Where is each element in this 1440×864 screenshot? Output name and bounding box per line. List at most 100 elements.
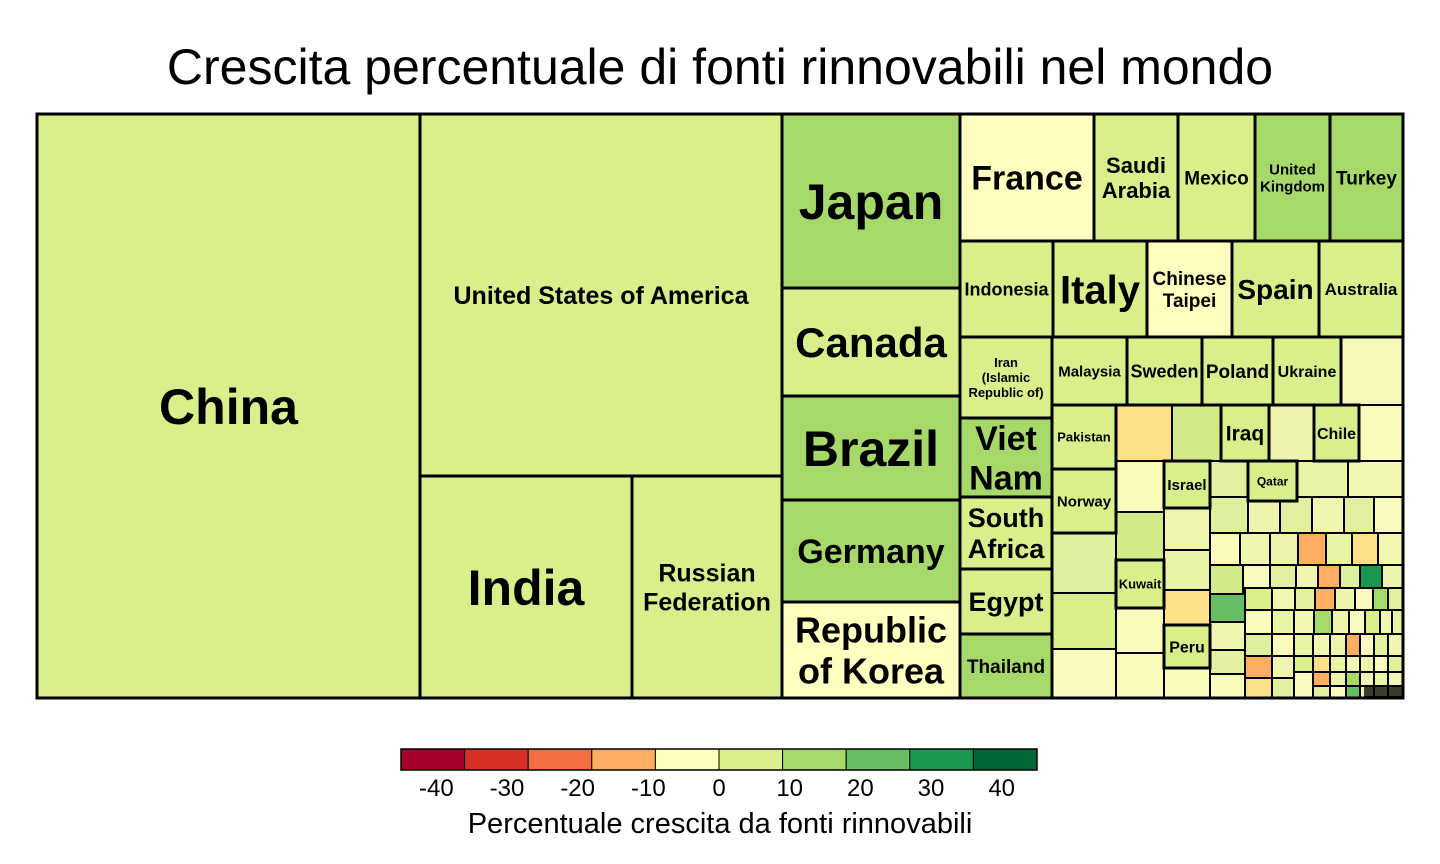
treemap-tile-small — [1242, 564, 1271, 589]
tile-label: Mexico — [1184, 168, 1248, 189]
treemap-tile-small — [1345, 671, 1361, 687]
legend-tick-label: 0 — [712, 775, 725, 802]
treemap-tile-small — [1359, 655, 1375, 673]
legend-tick-label: 20 — [847, 775, 874, 802]
treemap-tile-france: France — [958, 112, 1096, 243]
treemap-tile-small — [1268, 404, 1315, 462]
treemap-tile-brazil: Brazil — [780, 394, 962, 502]
treemap-tile-small — [1115, 460, 1165, 513]
treemap-tile-small — [1359, 671, 1375, 687]
tile-label: Brazil — [803, 421, 939, 477]
tile-rect — [35, 112, 422, 700]
tile-label: United States of America — [454, 282, 750, 310]
plot-border — [35, 112, 1405, 700]
tile-label: Japan — [799, 174, 944, 230]
legend-title: Percentuale crescita da fonti rinnovabil… — [467, 808, 973, 840]
tile-label: Ukraine — [1278, 364, 1337, 381]
treemap-tile-iraq: Iraq — [1219, 403, 1271, 463]
treemap-tile-small — [1373, 671, 1389, 687]
treemap-tile-ukraine: Ukraine — [1271, 335, 1343, 407]
treemap-tile-small — [1244, 609, 1273, 635]
legend-swatch — [591, 748, 656, 771]
treemap-tile-canada: Canada — [780, 286, 962, 398]
treemap-tile-thailand: Thailand — [958, 632, 1054, 700]
treemap-tile-peru: Peru — [1162, 623, 1212, 670]
tile-label: United Kingdom — [1260, 161, 1325, 195]
treemap-tile-egypt: Egypt — [958, 567, 1054, 636]
treemap-tile-small — [1209, 673, 1246, 699]
tile-label: Poland — [1206, 362, 1269, 383]
legend-swatch — [909, 748, 974, 771]
treemap-tile-small — [1373, 633, 1389, 657]
legend-tick-label: 30 — [918, 775, 945, 802]
treemap-tile-russian-federation: Russian Federation — [630, 474, 784, 700]
treemap-tile-small — [1209, 564, 1244, 595]
treemap-tile-small — [1314, 587, 1336, 611]
legend-tick-label: -40 — [419, 775, 454, 802]
treemap-tile-small — [1317, 564, 1341, 589]
tile-rect — [1312, 403, 1361, 463]
tile-rect — [958, 112, 1096, 243]
treemap-tile-small — [1312, 633, 1331, 657]
treemap-tile-small — [1377, 532, 1404, 566]
treemap-tile-small — [1311, 496, 1345, 534]
treemap-tile-small — [1209, 532, 1241, 566]
legend-swatch — [527, 748, 593, 771]
legend-swatch — [464, 748, 529, 771]
tile-label: Russian Federation — [643, 560, 771, 617]
treemap-tile-small — [1269, 532, 1299, 566]
treemap-tile-small — [1163, 589, 1211, 626]
tile-rect — [1050, 335, 1129, 407]
treemap-tile-small — [1209, 496, 1249, 534]
treemap-tile-israel: Israel — [1162, 459, 1212, 510]
tile-rect — [1219, 403, 1271, 463]
legend-swatch — [400, 748, 466, 771]
tile-label: Qatar — [1257, 474, 1289, 488]
treemap-tile-small — [1329, 655, 1347, 673]
treemap-tile-small — [1387, 671, 1404, 687]
treemap-tile-small — [1372, 587, 1389, 611]
treemap-tile-chinese-taipei: Chinese Taipei — [1145, 239, 1234, 339]
tile-rect — [1050, 467, 1118, 535]
treemap-tile-small — [1163, 667, 1211, 699]
treemap-tile-sweden: Sweden — [1125, 335, 1204, 407]
treemap-tile-small — [1295, 564, 1319, 589]
treemap-tile-pakistan: Pakistan — [1050, 403, 1118, 471]
tile-label: Viet Nam — [969, 420, 1043, 497]
tile-rect — [780, 112, 962, 290]
tile-label: Germany — [797, 533, 944, 571]
treemap-tile-small — [1115, 607, 1165, 654]
tile-rect — [1092, 112, 1180, 243]
tile-label: South Africa — [968, 503, 1046, 564]
legend-swatch — [654, 748, 720, 771]
legend-tick-label: -30 — [490, 775, 525, 802]
treemap-tile-small — [1329, 671, 1347, 687]
tile-label: Iraq — [1226, 423, 1265, 446]
tile-rect — [958, 632, 1054, 700]
treemap-tile-small — [1329, 633, 1347, 657]
treemap-tile-small — [1373, 655, 1389, 673]
treemap-tile-small — [1271, 587, 1296, 611]
tile-label: Indonesia — [964, 279, 1049, 299]
tile-label: Egypt — [968, 587, 1043, 617]
treemap-tile-small — [1387, 655, 1404, 673]
treemap-tile-small — [1387, 587, 1404, 611]
tile-label: Thailand — [967, 657, 1045, 678]
treemap-tile-small — [1345, 685, 1361, 699]
legend-tick-label: 40 — [988, 775, 1015, 802]
treemap-tile-viet-nam: Viet Nam — [958, 416, 1054, 499]
tile-label: Italy — [1060, 268, 1141, 312]
legend-border — [400, 748, 1038, 771]
treemap-tile-chile: Chile — [1312, 403, 1361, 463]
treemap-tile-small — [1297, 532, 1327, 566]
tile-rect — [1162, 459, 1212, 510]
tile-label: Australia — [1325, 280, 1398, 299]
treemap-tile-small — [1293, 655, 1314, 673]
treemap-tile-small — [1348, 609, 1366, 635]
tile-rect — [418, 474, 634, 700]
treemap-tile-small — [1271, 633, 1295, 657]
tile-rect — [630, 474, 784, 700]
treemap-tile-small — [1296, 460, 1349, 498]
legend-swatch — [782, 748, 847, 771]
treemap-tile-small — [1244, 587, 1273, 611]
